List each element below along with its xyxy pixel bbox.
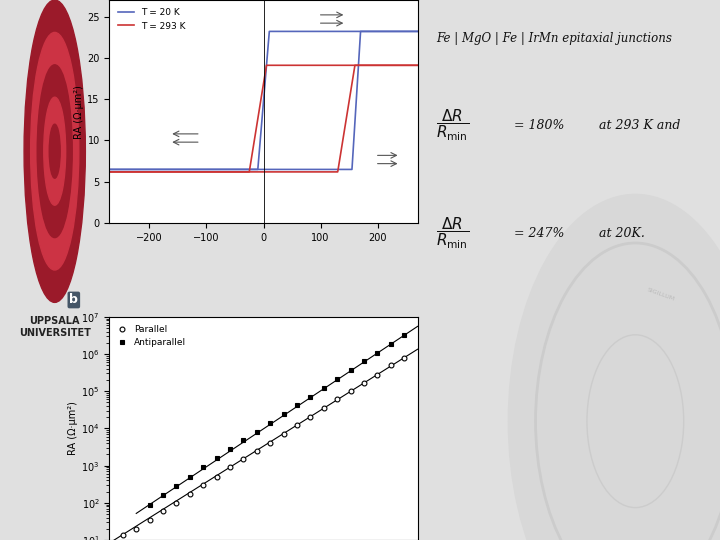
Text: at 293 K and: at 293 K and [599,119,680,132]
Y-axis label: RA (Ω·μm²): RA (Ω·μm²) [74,85,84,138]
Text: = 180%: = 180% [514,119,564,132]
Text: UPPSALA
UNIVERSITET: UPPSALA UNIVERSITET [19,316,91,338]
Circle shape [49,124,60,178]
Text: UNIVERSITATIS: UNIVERSITATIS [587,538,632,540]
Text: = 247%: = 247% [514,227,564,240]
Circle shape [44,97,66,205]
Text: b: b [69,293,78,307]
Y-axis label: RA (Ω·μm²): RA (Ω·μm²) [68,402,78,455]
Circle shape [31,32,78,270]
Legend: T = 20 K, T = 293 K: T = 20 K, T = 293 K [114,4,189,34]
Text: at 20K.: at 20K. [599,227,645,240]
Circle shape [24,0,86,302]
Text: Fe | MgO | Fe | IrMn epitaxial junctions: Fe | MgO | Fe | IrMn epitaxial junctions [436,32,672,45]
Text: $\dfrac{\Delta R}{R_{\mathrm{min}}}$: $\dfrac{\Delta R}{R_{\mathrm{min}}}$ [436,216,469,252]
Circle shape [37,65,72,238]
Legend: Parallel, Antiparallel: Parallel, Antiparallel [114,321,189,351]
Text: $\dfrac{\Delta R}{R_{\mathrm{min}}}$: $\dfrac{\Delta R}{R_{\mathrm{min}}}$ [436,108,469,144]
Text: SIGILLUM: SIGILLUM [647,287,676,302]
Circle shape [508,194,720,540]
